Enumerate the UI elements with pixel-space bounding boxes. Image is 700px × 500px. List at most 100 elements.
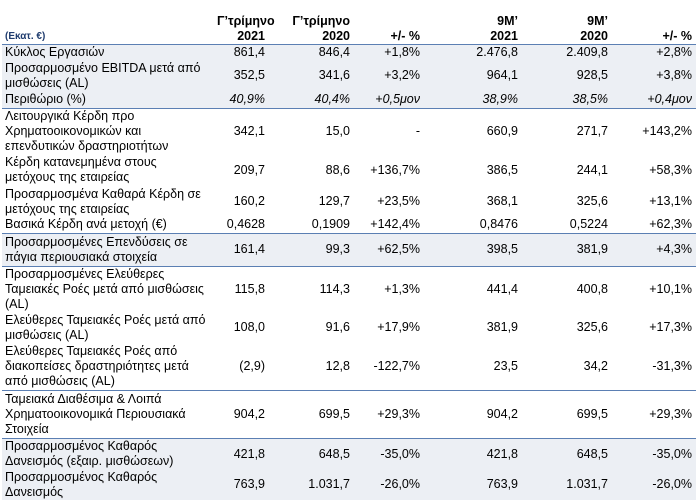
- cell-value: 38,9%: [424, 91, 522, 109]
- cell-value: 160,2: [233, 194, 265, 208]
- cell-value: 648,5: [269, 438, 354, 470]
- cell-value: 244,1: [576, 162, 608, 177]
- cell-value: 763,9: [214, 469, 269, 500]
- cell-value: (2,9): [214, 343, 269, 391]
- row-label: Ταμειακά Διαθέσιμα & Λοιπά Χρηματοοικονο…: [2, 390, 214, 439]
- cell-value: 398,5: [424, 233, 522, 267]
- cell-value: +23,5%: [377, 194, 420, 208]
- table-row: Προσαρμοσμένος Καθαρός Δανεισμός 763,9 1.0…: [2, 469, 696, 500]
- cell-value: 421,8: [214, 438, 269, 470]
- cell-value: -35,0%: [354, 438, 424, 470]
- row-label: Προσαρμοσμένες Επενδύσεις σε πάγια περιο…: [2, 233, 214, 267]
- row-label: Προσαρμοσμένος Καθαρός Δανεισμός: [2, 469, 214, 500]
- cell-value: 99,3: [269, 233, 354, 267]
- unit-label: (Εκατ. €): [2, 0, 214, 45]
- cell-value: +58,3%: [649, 162, 692, 177]
- table-row: Περιθώριο (%) 40,9% 40,4% +0,5μον 38,9% 38,5%…: [2, 91, 696, 109]
- cell-value: 209,7: [233, 162, 265, 177]
- cell-value: +0,5μον: [354, 91, 424, 109]
- cell-value: 0,1909: [269, 217, 354, 234]
- cell-value: 381,9: [522, 233, 612, 267]
- cell-value: +29,3%: [612, 390, 696, 439]
- column-header: Γ’τρίμηνο 2020: [269, 0, 354, 45]
- cell-value: 34,2: [522, 343, 612, 391]
- cell-value: 928,5: [522, 60, 612, 91]
- table-row: Βασικά Κέρδη ανά μετοχή (€) 0,4628 0,1909 +…: [2, 217, 696, 234]
- cell-value: 342,1: [233, 123, 265, 138]
- cell-value: 91,6: [325, 320, 350, 334]
- cell-value: +3,8%: [612, 60, 696, 91]
- table-row: Προσαρμοσμένος Καθαρός Δανεισμός (εξαιρ.…: [2, 438, 696, 470]
- cell-value: 648,5: [522, 438, 612, 470]
- cell-value: +29,3%: [354, 390, 424, 439]
- cell-value: 386,5: [486, 162, 518, 177]
- cell-value: 0,5224: [522, 217, 612, 234]
- table-row: Ταμειακά Διαθέσιμα & Λοιπά Χρηματοοικονο…: [2, 390, 696, 439]
- cell-value: 904,2: [424, 390, 522, 439]
- cell-value: 114,3: [319, 281, 350, 296]
- cell-value: -35,0%: [612, 438, 696, 470]
- cell-value: +1,8%: [354, 44, 424, 60]
- cell-value: +3,2%: [354, 60, 424, 91]
- cell-value: 904,2: [214, 390, 269, 439]
- table-row: Λειτουργικά Κέρδη προ Χρηματοοικονομικών…: [2, 108, 696, 154]
- cell-value: 421,8: [424, 438, 522, 470]
- row-label: Περιθώριο (%): [2, 91, 214, 109]
- cell-value: +0,4μον: [612, 91, 696, 109]
- cell-value: 129,7: [318, 194, 350, 208]
- cell-value: 108,0: [233, 320, 265, 334]
- row-label: Λειτουργικά Κέρδη προ Χρηματοοικονομικών…: [5, 108, 169, 153]
- cell-value: +13,1%: [649, 194, 692, 208]
- table-row: Προσαρμοσμένο EBITDA μετά από μισθώσεις …: [2, 60, 696, 91]
- cell-value: 1.031,7: [269, 469, 354, 500]
- column-header: Γ’τρίμηνο 2021: [214, 0, 275, 45]
- cell-value: 325,6: [576, 194, 608, 208]
- cell-value: 1.031,7: [522, 469, 612, 500]
- cell-value: 341,6: [269, 60, 354, 91]
- cell-value: 699,5: [522, 390, 612, 439]
- cell-value: 15,0: [325, 123, 350, 138]
- cell-value: 325,6: [576, 320, 608, 334]
- cell-value: -122,7%: [354, 343, 424, 391]
- cell-value: +62,5%: [354, 233, 424, 267]
- row-label: Προσαρμοσμένο EBITDA μετά από μισθώσεις …: [2, 60, 214, 91]
- table-row: Προσαρμοσμένες Ελεύθερες Ταμειακές Ροές …: [2, 266, 696, 312]
- row-label: Προσαρμοσμένα Καθαρά Κέρδη σε μετόχους τ…: [5, 186, 201, 216]
- cell-value: 88,6: [325, 162, 350, 177]
- row-label: Βασικά Κέρδη ανά μετοχή (€): [2, 217, 214, 234]
- cell-value: 381,9: [486, 320, 518, 334]
- cell-value: +17,3%: [649, 320, 692, 334]
- cell-value: 846,4: [269, 44, 354, 60]
- cell-value: 368,1: [486, 194, 518, 208]
- cell-value: 40,9%: [214, 91, 269, 109]
- cell-value: -26,0%: [354, 469, 424, 500]
- column-header: 9Μ’ 2020: [522, 0, 612, 45]
- cell-value: +143,2%: [642, 123, 692, 138]
- column-header: +/- %: [354, 0, 424, 45]
- cell-value: -: [415, 123, 420, 138]
- table-row: Προσαρμοσμένες Επενδύσεις σε πάγια περιο…: [2, 233, 696, 267]
- cell-value: +136,7%: [370, 162, 420, 177]
- cell-value: 660,9: [486, 123, 518, 138]
- cell-value: +17,9%: [377, 320, 420, 334]
- table-row: Κέρδη κατανεμημένα στους μετόχους της ετ…: [2, 154, 696, 186]
- cell-value: 352,5: [214, 60, 269, 91]
- cell-value: 271,7: [576, 123, 608, 138]
- cell-value: -31,3%: [612, 343, 696, 391]
- table-row: Προσαρμοσμένα Καθαρά Κέρδη σε μετόχους τ…: [2, 186, 696, 217]
- cell-value: +62,3%: [612, 217, 696, 234]
- cell-value: +2,8%: [612, 44, 696, 60]
- cell-value: 2.409,8: [522, 44, 612, 60]
- cell-value: 161,4: [214, 233, 269, 267]
- row-label: Ελεύθερες Ταμειακές Ροές μετά από μισθώσ…: [5, 312, 206, 342]
- column-header: 9Μ’ 2021: [424, 0, 522, 45]
- row-label: Κέρδη κατανεμημένα στους μετόχους της ετ…: [5, 155, 157, 184]
- cell-value: 115,8: [234, 281, 265, 296]
- column-header: +/- %: [612, 0, 696, 45]
- row-label: Προσαρμοσμένες Ελεύθερες Ταμειακές Ροές …: [5, 266, 204, 311]
- row-label: Ελεύθερες Ταμειακές Ροές από διακοπείσες…: [2, 343, 214, 391]
- cell-value: 12,8: [269, 343, 354, 391]
- cell-value: -26,0%: [612, 469, 696, 500]
- cell-value: +10,1%: [649, 281, 692, 296]
